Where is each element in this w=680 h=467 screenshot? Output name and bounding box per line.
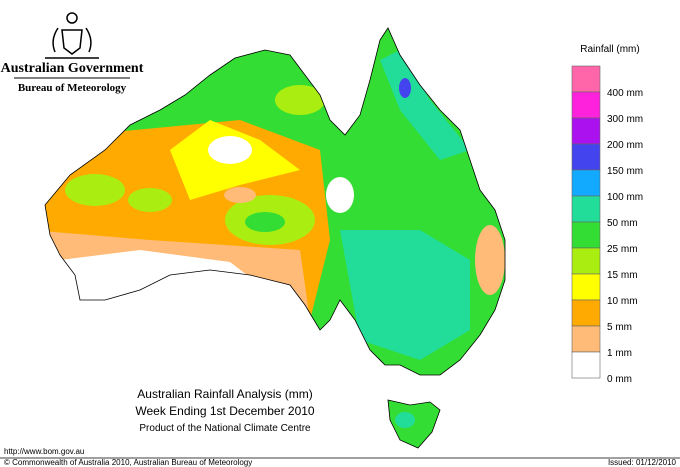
region	[128, 188, 172, 212]
emblem	[45, 12, 99, 59]
issued: Issued: 01/12/2010	[608, 458, 677, 467]
legend-swatch	[571, 195, 601, 223]
legend-swatch	[571, 247, 601, 275]
legend-label: 1 mm	[607, 348, 632, 359]
legend-swatch	[571, 169, 601, 197]
region	[224, 187, 256, 203]
region	[395, 412, 415, 428]
legend-label: 25 mm	[607, 244, 638, 255]
legend-swatch	[571, 273, 601, 301]
region	[388, 400, 440, 448]
legend-label: 15 mm	[607, 270, 638, 281]
region	[245, 212, 285, 232]
legend-label: 10 mm	[607, 296, 638, 307]
region	[340, 230, 470, 360]
region	[475, 225, 505, 295]
legend-swatch	[571, 65, 601, 93]
caption-period: Week Ending 1st December 2010	[135, 404, 315, 418]
legend-label: 50 mm	[607, 218, 638, 229]
legend-label: 0 mm	[607, 374, 632, 385]
legend: 400 mm 300 mm 200 mm 150 mm 100 mm 50 mm 25 mm…	[571, 65, 643, 385]
legend-swatch	[571, 117, 601, 145]
region	[326, 177, 354, 213]
legend-label: 100 mm	[607, 192, 643, 203]
legend-swatch	[571, 143, 601, 171]
region	[65, 174, 125, 206]
region	[208, 136, 252, 164]
coastline	[387, 399, 441, 449]
legend-swatch	[571, 221, 601, 249]
region	[399, 78, 411, 98]
region	[275, 85, 325, 115]
legend-label: 150 mm	[607, 166, 643, 177]
legend-label: 200 mm	[607, 140, 643, 151]
legend-swatch	[571, 299, 601, 327]
caption-product: Product of the National Climate Centre	[139, 423, 311, 434]
legend-label: 5 mm	[607, 322, 632, 333]
tasmania	[388, 400, 440, 448]
coastline	[44, 27, 506, 376]
legend-swatch	[571, 351, 601, 379]
legend-swatch	[571, 91, 601, 119]
legend-label: 300 mm	[607, 114, 643, 125]
bureau: Bureau of Meteorology	[18, 82, 127, 94]
copyright: © Commonwealth of Australia 2010, Austra…	[4, 458, 252, 467]
agency: Australian Government	[1, 61, 144, 76]
legend-swatch	[571, 325, 601, 353]
legend-title: Rainfall (mm)	[580, 44, 639, 55]
caption-title: Australian Rainfall Analysis (mm)	[137, 387, 312, 401]
url: http://www.bom.gov.au	[4, 447, 84, 456]
legend-label: 400 mm	[607, 88, 643, 99]
region	[380, 50, 470, 160]
